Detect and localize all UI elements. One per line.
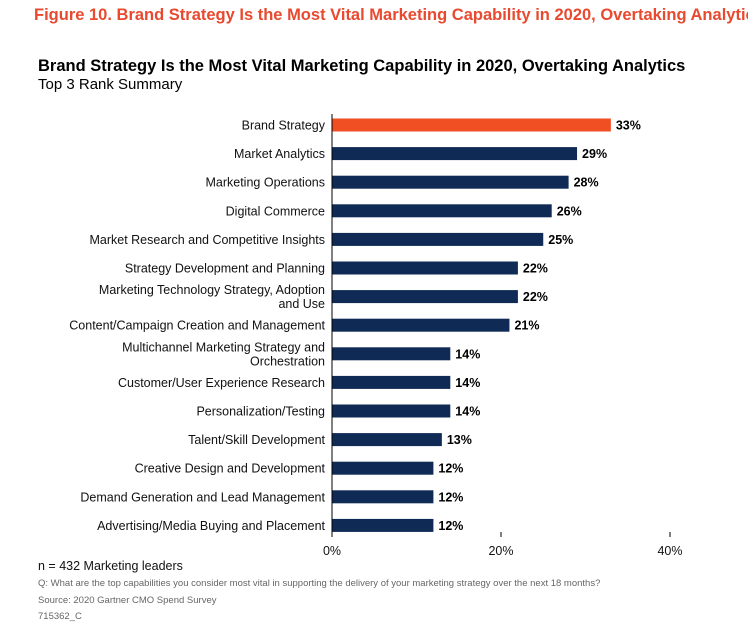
figure-caption: Figure 10. Brand Strategy Is the Most Vi… (34, 6, 748, 24)
chart-subtitle: Top 3 Rank Summary (38, 76, 183, 93)
figure-id-note: 715362_C (38, 611, 82, 622)
bar (332, 175, 569, 189)
bar (332, 204, 552, 218)
chart-title: Brand Strategy Is the Most Vital Marketi… (38, 57, 686, 75)
category-label: Market Analytics (234, 147, 325, 161)
bar (332, 404, 451, 418)
category-label: Demand Generation and Lead Management (80, 490, 325, 504)
bar (332, 261, 518, 275)
bar-value-label: 14% (455, 376, 480, 390)
category-label: Creative Design and Development (135, 462, 326, 476)
category-label: Multichannel Marketing Strategy and Orche… (122, 340, 325, 368)
bar (332, 118, 611, 132)
bar-value-label: 28% (574, 176, 599, 190)
category-label: Market Research and Competitive Insights (89, 233, 325, 247)
x-tick-label: 20% (488, 544, 513, 558)
category-label: Digital Commerce (226, 204, 325, 218)
category-label: Marketing Technology Strategy, Adoption a… (99, 283, 325, 311)
bar-value-label: 22% (523, 262, 548, 276)
bar-value-label: 25% (548, 233, 573, 247)
bar-value-label: 22% (523, 290, 548, 304)
category-label: Talent/Skill Development (188, 433, 325, 447)
bar-value-label: 13% (447, 433, 472, 447)
bar (332, 518, 434, 532)
category-label: Personalization/Testing (196, 405, 325, 419)
bar (332, 490, 434, 504)
bar (332, 375, 451, 389)
bar-value-label: 21% (514, 319, 539, 333)
category-label: Advertising/Media Buying and Placement (97, 519, 325, 533)
bar-value-label: 33% (616, 119, 641, 133)
category-label: Brand Strategy (242, 119, 326, 133)
bar (332, 347, 451, 361)
bar-value-label: 12% (438, 462, 463, 476)
category-label: Content/Campaign Creation and Management (69, 319, 325, 333)
bar-chart: 33% Brand Strategy 29% Market Analytics 28% M… (69, 114, 683, 558)
x-tick-label: 40% (657, 544, 682, 558)
sample-size-note: n = 432 Marketing leaders (38, 559, 183, 573)
bar-value-label: 12% (438, 490, 463, 504)
bar-value-label: 14% (455, 405, 480, 419)
bar (332, 290, 518, 304)
x-tick-label: 0% (323, 544, 341, 558)
category-label: Marketing Operations (205, 176, 325, 190)
bar-value-label: 12% (438, 519, 463, 533)
category-label: Strategy Development and Planning (125, 262, 325, 276)
bar-value-label: 14% (455, 347, 480, 361)
source-note: Source: 2020 Gartner CMO Spend Survey (38, 595, 217, 606)
bar (332, 232, 544, 246)
bar (332, 433, 442, 447)
bar-value-label: 29% (582, 147, 607, 161)
bar-value-label: 26% (557, 204, 582, 218)
bar (332, 461, 434, 475)
bar (332, 147, 578, 161)
bar (332, 318, 510, 332)
survey-question-note: Q: What are the top capabilities you con… (38, 578, 601, 589)
category-label: Customer/User Experience Research (118, 376, 325, 390)
